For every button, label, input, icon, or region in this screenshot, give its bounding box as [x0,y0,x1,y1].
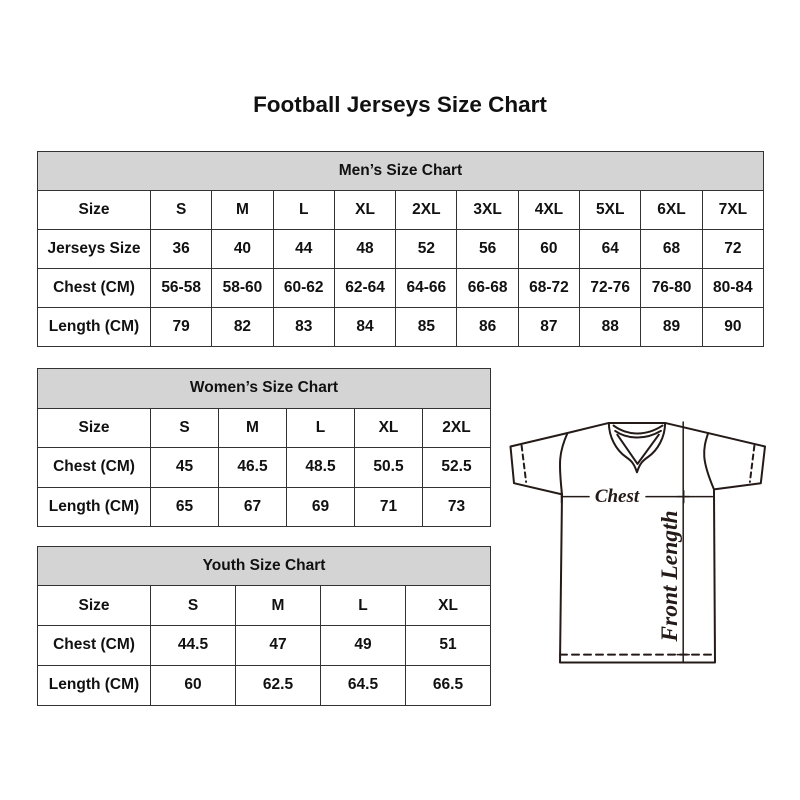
svg-text:Chest: Chest [595,486,640,507]
svg-text:Front Length: Front Length [657,510,683,642]
